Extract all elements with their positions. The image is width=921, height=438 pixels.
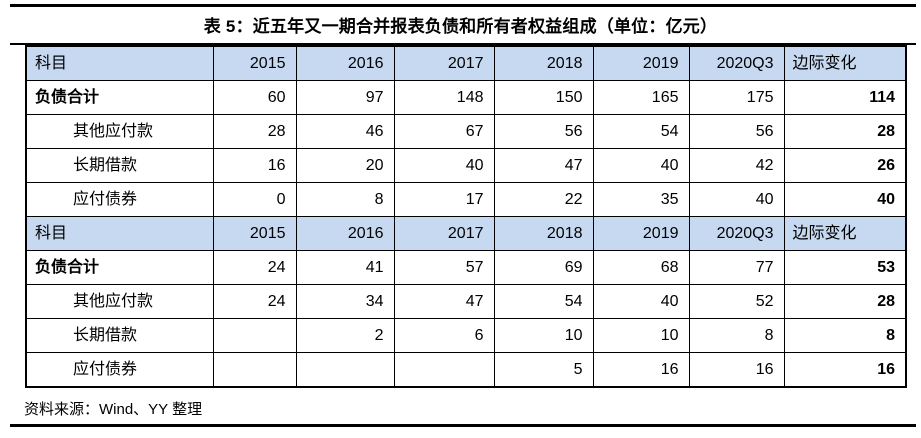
column-header-cell: 2020Q3 [688, 216, 785, 251]
marginal-value-cell: 16 [783, 352, 907, 388]
column-header-cell: 2018 [493, 216, 594, 251]
marginal-value-cell: 40 [783, 182, 907, 217]
value-cell: 34 [295, 284, 395, 319]
financial-table: 科目 2015 2016 2017 2018 2019 2020Q3 边际变化 负债合计 60 97… [25, 45, 907, 388]
column-header-cell: 2020Q3 [688, 45, 785, 81]
value-cell: 67 [393, 114, 495, 149]
value-cell: 54 [493, 284, 594, 319]
value-cell: 54 [592, 114, 690, 149]
row-label-cell: 负债合计 [25, 250, 214, 285]
table-row: 其他应付款 24 34 47 54 40 52 28 [25, 284, 907, 319]
value-cell: 10 [592, 318, 690, 353]
value-cell: 20 [295, 148, 395, 183]
value-cell: 10 [493, 318, 594, 353]
value-cell: 77 [688, 250, 785, 285]
value-cell: 68 [592, 250, 690, 285]
value-cell [393, 352, 495, 388]
marginal-value-cell: 28 [783, 114, 907, 149]
marginal-value-cell: 28 [783, 284, 907, 319]
value-cell: 2 [295, 318, 395, 353]
row-label-cell: 应付债券 [25, 182, 214, 217]
value-cell: 175 [688, 80, 785, 115]
value-cell: 5 [493, 352, 594, 388]
row-label-cell: 长期借款 [25, 148, 214, 183]
value-cell: 24 [212, 250, 297, 285]
value-cell: 22 [493, 182, 594, 217]
table-row: 负债合计 60 97 148 150 165 175 114 [25, 80, 907, 115]
value-cell: 97 [295, 80, 395, 115]
value-cell: 6 [393, 318, 495, 353]
column-header-cell: 2019 [592, 216, 690, 251]
value-cell: 40 [592, 284, 690, 319]
value-cell: 165 [592, 80, 690, 115]
value-cell: 16 [688, 352, 785, 388]
value-cell: 17 [393, 182, 495, 217]
marginal-value-cell: 8 [783, 318, 907, 353]
value-cell: 35 [592, 182, 690, 217]
table-row: 其他应付款 28 46 67 56 54 56 28 [25, 114, 907, 149]
value-cell: 41 [295, 250, 395, 285]
value-cell: 40 [393, 148, 495, 183]
value-cell: 46 [295, 114, 395, 149]
column-header-cell: 边际变化 [783, 216, 907, 251]
row-label-cell: 其他应付款 [25, 114, 214, 149]
row-label-cell: 负债合计 [25, 80, 214, 115]
table-row: 长期借款 2 6 10 10 8 8 [25, 318, 907, 353]
value-cell: 40 [688, 182, 785, 217]
marginal-value-cell: 53 [783, 250, 907, 285]
value-cell: 60 [212, 80, 297, 115]
row-label-cell: 其他应付款 [25, 284, 214, 319]
column-header-cell: 2015 [212, 216, 297, 251]
value-cell: 47 [393, 284, 495, 319]
value-cell: 56 [688, 114, 785, 149]
value-cell: 150 [493, 80, 594, 115]
row-label-cell: 长期借款 [25, 318, 214, 353]
title-separator-rule [10, 43, 916, 45]
value-cell: 52 [688, 284, 785, 319]
value-cell: 57 [393, 250, 495, 285]
value-cell: 148 [393, 80, 495, 115]
column-header-cell: 边际变化 [783, 45, 907, 81]
column-header-cell: 2018 [493, 45, 594, 81]
table-row: 负债合计 24 41 57 69 68 77 53 [25, 250, 907, 285]
column-header-cell: 科目 [25, 45, 214, 81]
value-cell: 16 [212, 148, 297, 183]
value-cell: 16 [592, 352, 690, 388]
column-header-cell: 2019 [592, 45, 690, 81]
value-cell: 8 [295, 182, 395, 217]
source-note: 资料来源：Wind、YY 整理 [24, 401, 203, 418]
column-header-cell: 2015 [212, 45, 297, 81]
marginal-value-cell: 114 [783, 80, 907, 115]
value-cell [212, 352, 297, 388]
value-cell: 47 [493, 148, 594, 183]
column-header-cell: 2016 [295, 216, 395, 251]
table-row: 应付债券 0 8 17 22 35 40 40 [25, 182, 907, 217]
table-title: 表 5：近五年又一期合并报表负债和所有者权益组成（单位：亿元） [203, 17, 718, 36]
value-cell: 56 [493, 114, 594, 149]
row-label-cell: 应付债券 [25, 352, 214, 388]
value-cell: 42 [688, 148, 785, 183]
column-header-cell: 2017 [393, 216, 495, 251]
value-cell: 24 [212, 284, 297, 319]
section-header-row: 科目 2015 2016 2017 2018 2019 2020Q3 边际变化 [25, 216, 907, 251]
section-header-row: 科目 2015 2016 2017 2018 2019 2020Q3 边际变化 [25, 45, 907, 81]
value-cell: 0 [212, 182, 297, 217]
table-row: 应付债券 5 16 16 16 [25, 352, 907, 388]
value-cell: 40 [592, 148, 690, 183]
column-header-cell: 2016 [295, 45, 395, 81]
value-cell: 8 [688, 318, 785, 353]
value-cell [295, 352, 395, 388]
value-cell: 69 [493, 250, 594, 285]
value-cell [212, 318, 297, 353]
bottom-rule [10, 424, 916, 427]
top-rule [10, 4, 916, 7]
column-header-cell: 科目 [25, 216, 214, 251]
column-header-cell: 2017 [393, 45, 495, 81]
value-cell: 28 [212, 114, 297, 149]
marginal-value-cell: 26 [783, 148, 907, 183]
table-row: 长期借款 16 20 40 47 40 42 26 [25, 148, 907, 183]
